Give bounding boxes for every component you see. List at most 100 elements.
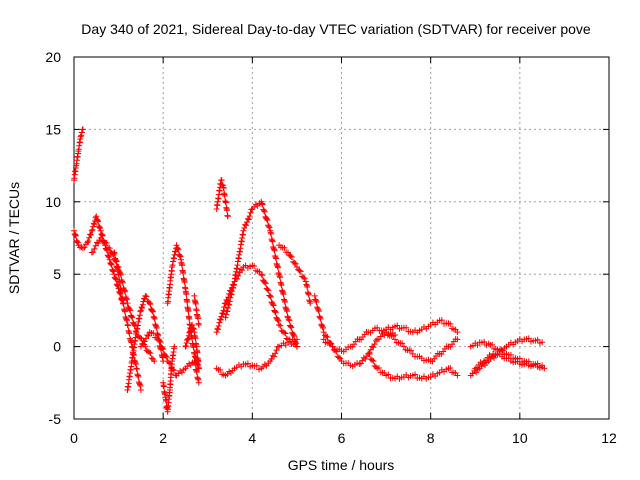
- data-point: [372, 337, 379, 344]
- data-point: [127, 307, 134, 314]
- data-point: [287, 253, 294, 260]
- data-point: [113, 257, 120, 264]
- y-tick-label: 0: [53, 339, 61, 355]
- data-point: [222, 199, 229, 206]
- data-point: [221, 192, 228, 199]
- data-point: [269, 238, 276, 245]
- data-point: [107, 260, 114, 267]
- data-point: [275, 317, 282, 324]
- data-point: [216, 319, 223, 326]
- sat-track-17: [320, 324, 461, 365]
- data-point: [95, 218, 102, 225]
- data-point: [390, 333, 397, 340]
- data-point: [278, 282, 285, 289]
- sat-track-07: [160, 343, 178, 415]
- data-point: [269, 301, 276, 308]
- data-point: [120, 300, 127, 307]
- data-point: [403, 324, 410, 331]
- data-point: [93, 213, 100, 220]
- data-point: [366, 351, 373, 358]
- data-point: [259, 272, 266, 279]
- data-point: [318, 321, 325, 328]
- data-point: [262, 280, 269, 287]
- data-point: [315, 306, 322, 313]
- data-point: [219, 310, 226, 317]
- data-point: [183, 339, 190, 346]
- data-point: [525, 335, 532, 342]
- data-point: [240, 227, 247, 234]
- data-point: [156, 337, 163, 344]
- data-point: [118, 288, 125, 295]
- data-point: [320, 329, 327, 336]
- data-point: [356, 360, 363, 367]
- data-point: [160, 346, 167, 353]
- data-point: [447, 365, 454, 372]
- data-point: [447, 321, 454, 328]
- x-tick-label: 6: [338, 430, 346, 446]
- data-point: [412, 371, 419, 378]
- data-point: [151, 358, 158, 365]
- data-point: [281, 244, 288, 251]
- data-point: [266, 224, 273, 231]
- data-point: [187, 328, 194, 335]
- data-point: [149, 308, 156, 315]
- data-point: [192, 300, 199, 307]
- data-point: [320, 324, 327, 331]
- data-point: [165, 359, 172, 366]
- y-tick-label: 20: [45, 49, 61, 65]
- data-point: [438, 317, 445, 324]
- data-point: [103, 240, 110, 247]
- data-point: [215, 326, 222, 333]
- data-point: [96, 224, 103, 231]
- data-point: [189, 324, 196, 331]
- data-point: [534, 336, 541, 343]
- data-point: [137, 343, 144, 350]
- data-point: [217, 367, 224, 374]
- data-point: [218, 177, 225, 184]
- data-point: [78, 129, 85, 136]
- data-point: [74, 239, 81, 246]
- data-point: [184, 336, 191, 343]
- data-point: [246, 213, 253, 220]
- data-point: [195, 379, 202, 386]
- data-point: [280, 291, 287, 298]
- data-point: [247, 209, 254, 216]
- data-point: [100, 238, 107, 245]
- data-point: [149, 307, 156, 314]
- data-point: [109, 267, 116, 274]
- data-point: [394, 322, 401, 329]
- data-point: [385, 371, 392, 378]
- data-point: [499, 347, 505, 354]
- data-point: [282, 299, 289, 306]
- data-point: [195, 315, 202, 322]
- data-point: [284, 308, 291, 315]
- data-point: [112, 275, 119, 282]
- data-point: [454, 336, 461, 343]
- data-point: [370, 357, 377, 364]
- sat-track-09: [182, 321, 202, 372]
- data-point: [97, 235, 104, 241]
- data-point: [99, 238, 106, 245]
- data-point: [135, 373, 142, 380]
- x-tick-label: 2: [159, 430, 167, 446]
- data-point: [175, 246, 182, 253]
- data-point: [316, 313, 323, 320]
- data-point: [193, 368, 200, 375]
- data-point: [261, 208, 268, 215]
- data-point: [145, 332, 152, 339]
- data-point: [265, 223, 272, 230]
- sat-track-22: [472, 350, 548, 372]
- data-point: [275, 264, 282, 271]
- data-point: [318, 322, 325, 329]
- data-point: [110, 268, 117, 275]
- data-point: [217, 316, 224, 323]
- data-point: [126, 306, 133, 313]
- data-point: [296, 267, 303, 274]
- data-point: [274, 316, 281, 323]
- data-point: [253, 362, 260, 369]
- data-point: [229, 288, 236, 295]
- data-point: [264, 286, 271, 293]
- y-tick-label: 5: [53, 266, 61, 282]
- data-point: [84, 239, 91, 246]
- data-point: [265, 287, 272, 294]
